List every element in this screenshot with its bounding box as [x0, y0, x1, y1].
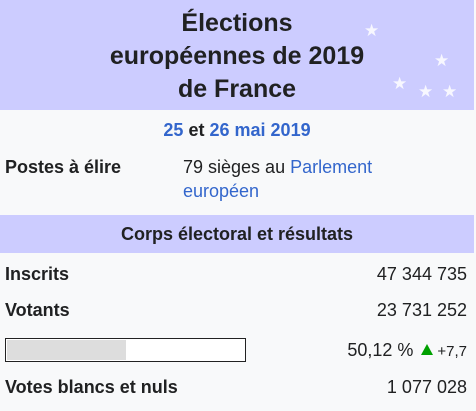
registered-value: 47 344 735: [376, 264, 467, 284]
eu-star-icon: ★: [442, 82, 458, 101]
turnout-percent: 50,12 %: [347, 340, 414, 360]
date-conjunction: et: [188, 120, 205, 140]
turnout-bar-fill: [7, 340, 126, 360]
election-dates: 25 et 26 mai 2019: [0, 119, 474, 141]
seats-count: 79 sièges au: [183, 157, 286, 177]
parliament-link-cont[interactable]: européen: [183, 181, 260, 201]
voters-label: Votants: [5, 300, 70, 320]
eu-star-icon: ★: [392, 74, 408, 93]
up-arrow-icon: [421, 344, 434, 355]
infobox-title: Élections européennes de 2019 de France: [0, 7, 474, 106]
eu-star-icon: ★: [434, 51, 450, 70]
date-link-day2[interactable]: 26 mai: [209, 120, 266, 140]
blank-votes-value: 1 077 028: [386, 377, 467, 397]
turnout-bar: [5, 338, 246, 362]
seats-value: 79 sièges au Parlement européen: [183, 155, 443, 203]
title-line: Élections: [181, 9, 293, 37]
title-line: de France: [177, 75, 297, 103]
seats-label: Postes à élire: [5, 157, 122, 177]
blank-votes-label: Votes blancs et nuls: [5, 377, 178, 397]
section-title: Corps électoral et résultats: [120, 224, 354, 244]
date-link-day1[interactable]: 25: [163, 120, 184, 140]
title-header: ★ ★ ★ ★ ★ Élections européennes de 2019 …: [0, 0, 474, 110]
voters-value: 23 731 252: [376, 300, 467, 320]
parliament-link[interactable]: Parlement: [290, 157, 373, 177]
year-link[interactable]: 2019: [270, 120, 311, 140]
eu-star-icon: ★: [364, 21, 380, 40]
turnout-delta: +7,7: [437, 343, 467, 360]
eu-star-icon: ★: [418, 82, 434, 101]
title-line: européennes de 2019: [109, 42, 365, 70]
registered-label: Inscrits: [5, 264, 70, 284]
section-header: Corps électoral et résultats: [0, 215, 474, 253]
turnout-line: 50,12 % +7,7: [347, 338, 467, 364]
